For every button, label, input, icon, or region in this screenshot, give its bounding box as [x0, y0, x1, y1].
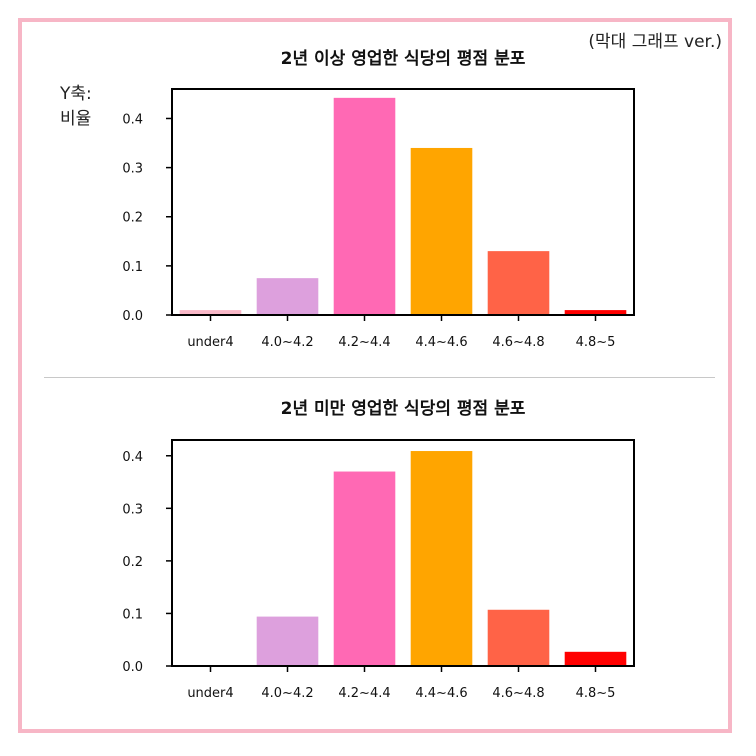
- x-tick-label: under4: [187, 686, 233, 701]
- bar-4.6~4.8: [487, 251, 550, 315]
- y-tick-label: 0.1: [122, 607, 143, 622]
- y-axis-label: Y축: 비율: [60, 82, 92, 132]
- chart-divider: [44, 377, 715, 378]
- y-tick-label: 0.4: [122, 112, 143, 127]
- x-tick-label: 4.2~4.4: [338, 335, 390, 350]
- bar-under4: [179, 310, 242, 315]
- x-tick-label: under4: [187, 335, 233, 350]
- y-tick-label: 0.1: [122, 260, 143, 275]
- bar-4.8~5: [564, 310, 627, 315]
- x-tick-label: 4.2~4.4: [338, 686, 390, 701]
- bar-4.0~4.2: [256, 616, 319, 666]
- y-axis-label-line1: Y축:: [60, 84, 92, 104]
- bar-4.2~4.4: [333, 97, 396, 315]
- plot-frame: [171, 439, 635, 667]
- chart-title: 2년 미만 영업한 식당의 평점 분포: [281, 399, 526, 419]
- bar-4.4~4.6: [410, 451, 473, 666]
- x-tick-label: 4.0~4.2: [261, 335, 313, 350]
- bar-4.6~4.8: [487, 609, 550, 666]
- y-tick-label: 0.3: [122, 162, 143, 177]
- page-frame: [18, 18, 732, 733]
- y-tick-label: 0.2: [122, 211, 143, 226]
- y-tick-label: 0.4: [122, 450, 143, 465]
- y-tick-label: 0.0: [122, 660, 143, 675]
- x-tick-label: 4.8~5: [576, 335, 616, 350]
- x-tick-label: 4.4~4.6: [415, 335, 467, 350]
- y-tick-label: 0.0: [122, 309, 143, 324]
- plot-frame: [171, 88, 635, 316]
- x-tick-label: 4.8~5: [576, 686, 616, 701]
- bar-4.2~4.4: [333, 471, 396, 666]
- chart-2: 2년 미만 영업한 식당의 평점 분포 under4 4.0~4.2 4.2~4.4 4…: [122, 399, 635, 701]
- bar-4.4~4.6: [410, 147, 473, 315]
- y-tick-label: 0.2: [122, 555, 143, 570]
- chart-title: 2년 이상 영업한 식당의 평점 분포: [281, 49, 526, 69]
- chart-1: 2년 이상 영업한 식당의 평점 분포 under4 4.0~4.2 4.2~4.4 4…: [122, 49, 635, 350]
- bar-4.0~4.2: [256, 278, 319, 315]
- x-tick-label: 4.6~4.8: [492, 335, 544, 350]
- y-tick-label: 0.3: [122, 502, 143, 517]
- y-axis-label-line2: 비율: [60, 109, 92, 129]
- bar-4.8~5: [564, 651, 627, 666]
- x-tick-label: 4.0~4.2: [261, 686, 313, 701]
- x-tick-label: 4.6~4.8: [492, 686, 544, 701]
- version-note: (막대 그래프 ver.): [588, 32, 722, 52]
- x-tick-label: 4.4~4.6: [415, 686, 467, 701]
